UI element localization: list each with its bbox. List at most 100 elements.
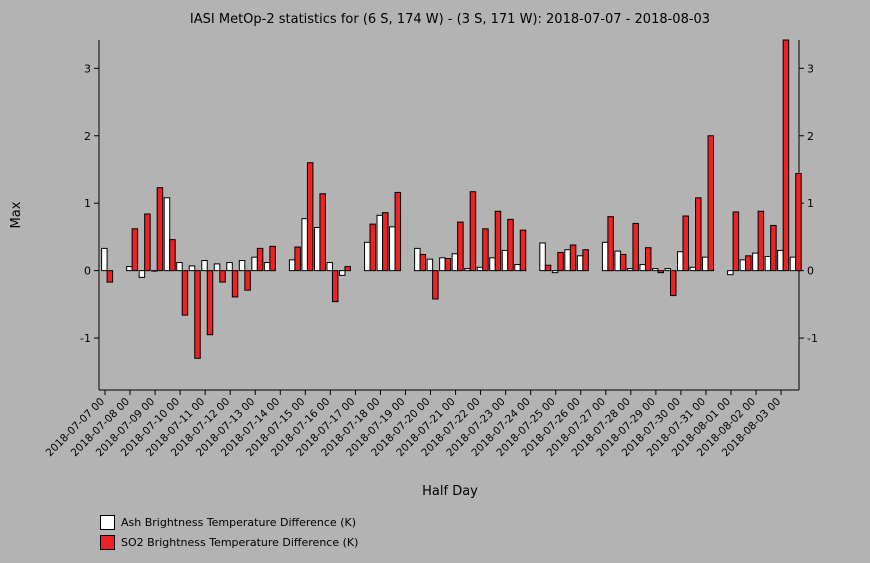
so2-bar (707, 135, 715, 272)
ash-bar (364, 241, 371, 272)
ash-bar (188, 265, 196, 272)
ash-bar (464, 268, 471, 272)
so2-bar (131, 228, 139, 272)
so2-bar (632, 222, 639, 272)
so2-bar (682, 215, 690, 272)
ash-bar (176, 262, 183, 272)
so2-bar (382, 212, 389, 272)
so2-bar (770, 224, 777, 272)
legend-item-ash: Ash Brightness Temperature Difference (K… (100, 512, 358, 532)
so2-bar (181, 270, 189, 316)
so2-bar (231, 270, 239, 298)
ash-bar (777, 249, 784, 272)
so2-bar (732, 211, 740, 272)
ash-bar (539, 242, 546, 272)
legend-label-so2: SO2 Brightness Temperature Difference (K… (121, 535, 359, 549)
ash-bar (614, 250, 621, 272)
ash-bar (639, 264, 646, 272)
so2-bar (256, 247, 264, 272)
y-tick-label-right: 3 (807, 62, 814, 75)
ash-bar (338, 270, 346, 276)
ash-bar (313, 226, 321, 272)
so2-bar (219, 270, 226, 283)
so2-bar (569, 244, 577, 272)
y-tick-label-left: -1 (80, 332, 91, 345)
so2-bar (695, 197, 702, 272)
y-tick-label-left: 0 (84, 265, 91, 278)
ash-bar (689, 266, 697, 272)
so2-bar (482, 228, 489, 272)
so2-bar (507, 218, 514, 272)
ash-bar (251, 256, 258, 272)
ash-bar (163, 197, 171, 272)
legend: Ash Brightness Temperature Difference (K… (100, 512, 358, 552)
so2-bar (757, 210, 765, 272)
ash-bar (138, 270, 146, 278)
ash-bar (551, 270, 559, 274)
so2-bar (607, 216, 614, 272)
ash-bar (126, 266, 133, 272)
ash-bar (151, 270, 158, 272)
ash-bar (501, 249, 509, 272)
ash-bar (764, 255, 772, 272)
y-tick-label-right: 1 (807, 197, 814, 210)
so2-bar (206, 270, 214, 336)
ash-bar (727, 270, 734, 276)
ash-bar (789, 256, 797, 272)
so2-bar (582, 249, 589, 272)
y-tick-label-right: -1 (807, 332, 818, 345)
ash-bar (426, 258, 434, 272)
so2-bar (306, 162, 314, 272)
so2-bar (795, 173, 802, 272)
so2-bar (644, 247, 652, 272)
legend-label-ash: Ash Brightness Temperature Difference (K… (121, 515, 356, 529)
y-tick-label-left: 2 (84, 130, 91, 143)
y-tick-label-right: 0 (807, 265, 814, 278)
legend-swatch-ash (100, 514, 115, 530)
so2-bar (457, 221, 464, 272)
ash-bar (263, 262, 271, 272)
so2-bar (244, 270, 251, 291)
ash-bar (414, 247, 421, 272)
ash-bar (439, 257, 446, 272)
so2-bar (331, 270, 339, 303)
ash-bar (651, 268, 659, 272)
so2-bar (156, 187, 164, 272)
ash-bar (201, 260, 208, 272)
so2-bar (319, 193, 326, 272)
so2-bar (194, 270, 201, 359)
so2-bar (494, 210, 502, 272)
so2-bar (344, 266, 351, 272)
ash-bar (601, 241, 609, 272)
ash-bar (238, 260, 246, 272)
so2-bar (519, 229, 527, 272)
so2-bar (394, 191, 402, 272)
so2-bar (294, 246, 301, 272)
x-axis-label: Half Day (422, 484, 478, 499)
y-axis-label: Max (9, 201, 24, 228)
legend-item-so2: SO2 Brightness Temperature Difference (K… (100, 532, 358, 552)
ash-bar (489, 257, 496, 272)
ash-bar (451, 253, 459, 272)
so2-bar (469, 191, 477, 272)
ash-bar (389, 226, 396, 272)
so2-bar (444, 257, 452, 272)
so2-bar (670, 270, 677, 297)
so2-bar (169, 239, 176, 272)
ash-bar (476, 266, 484, 272)
so2-bar (782, 39, 790, 272)
ash-bar (213, 263, 221, 272)
so2-bar (657, 270, 664, 274)
ash-bar (564, 249, 571, 272)
so2-bar (419, 253, 427, 272)
so2-bar (369, 223, 377, 272)
ash-bar (226, 262, 233, 272)
chart-title: IASI MetOp-2 statistics for (6 S, 174 W)… (190, 12, 710, 27)
so2-bar (269, 245, 276, 272)
so2-bar (106, 270, 114, 283)
so2-bar (144, 213, 151, 272)
y-tick-label-right: 2 (807, 130, 814, 143)
ash-bar (514, 264, 521, 272)
ash-bar (664, 268, 671, 272)
so2-bar (557, 251, 564, 272)
